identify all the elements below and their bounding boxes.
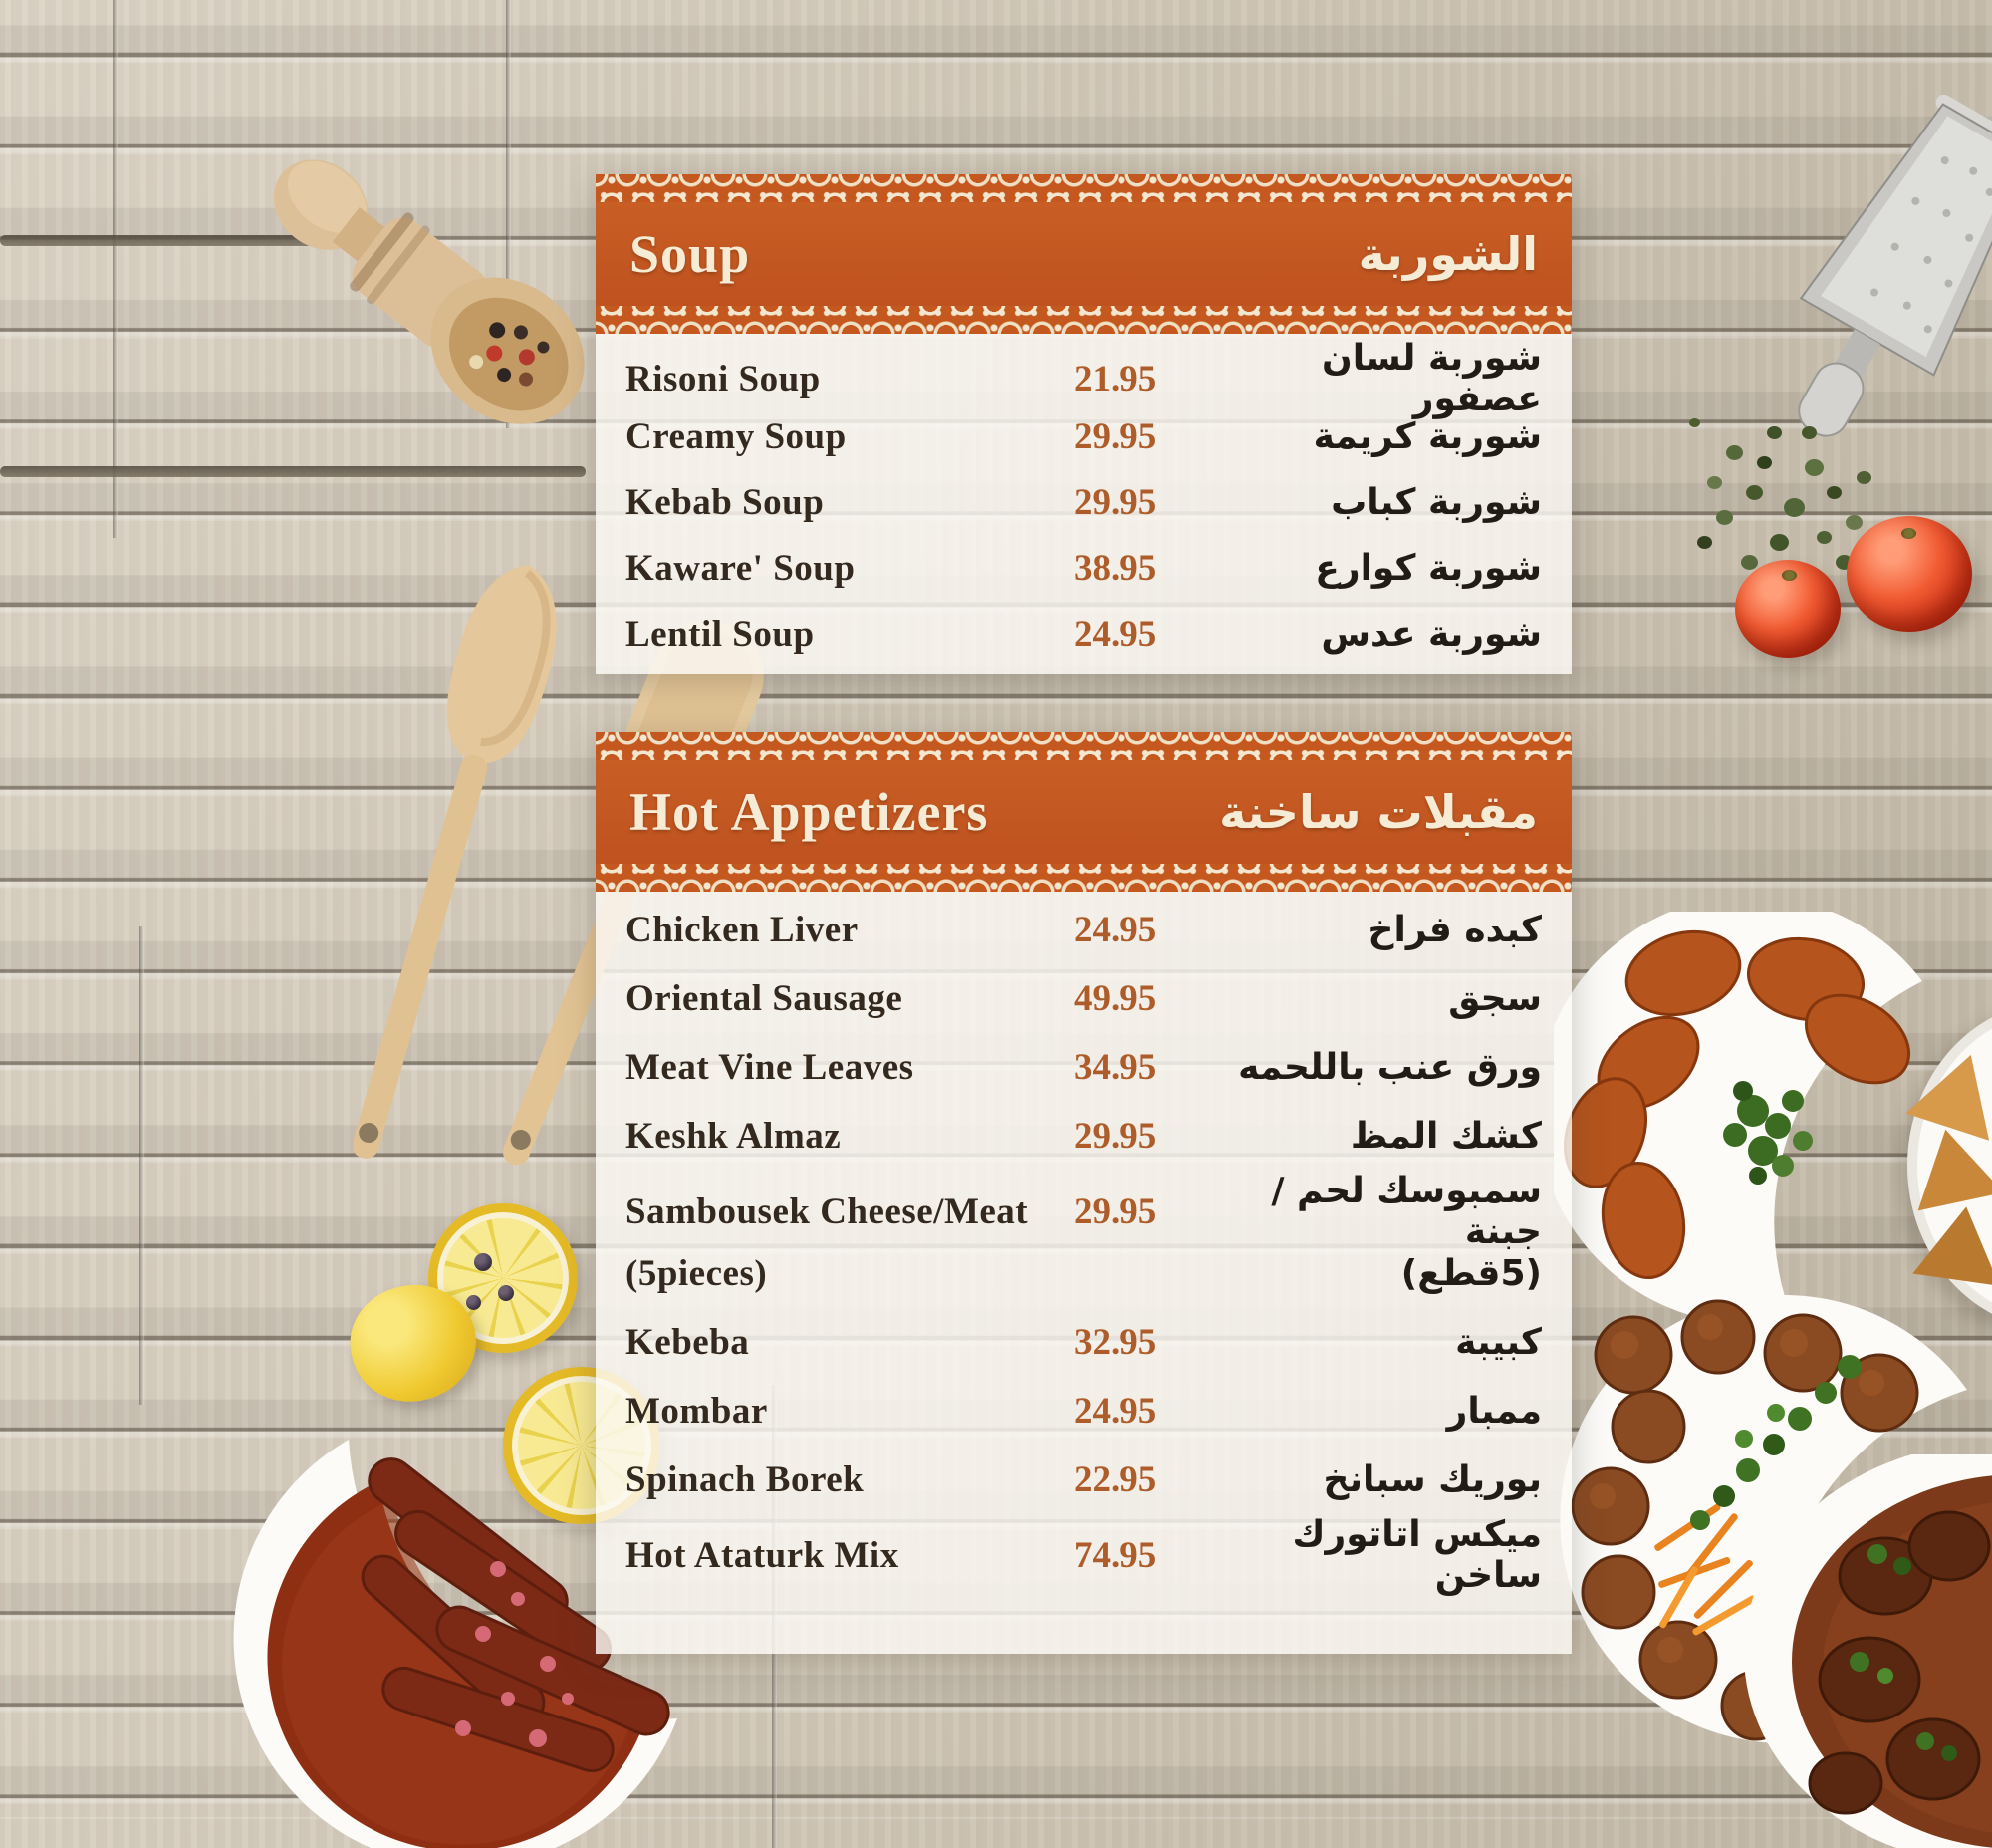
samosa (1912, 1200, 1992, 1286)
section-soup: Soup الشوربة Risoni Soup 21.95 شوربة لسا… (596, 174, 1572, 674)
item-name-ar: ميكس اتاتورك ساخن (1292, 1514, 1542, 1596)
wood-gap (0, 235, 369, 246)
item-name-en: Oriental Sausage (625, 978, 903, 1019)
samosa (1902, 1120, 1992, 1211)
item-name-ar: شوربة كوارع (1315, 547, 1542, 589)
meat-stew-crescent-bowl (1744, 1454, 1992, 1848)
tomato (1847, 516, 1972, 632)
section-title-en: Hot Appetizers (629, 782, 989, 842)
menu-item-row: Oriental Sausage 49.95 سجق (596, 964, 1572, 1033)
item-price: 29.95 (1074, 415, 1157, 457)
menu-item-row: Kebeba 32.95 كبيبة (596, 1308, 1572, 1377)
blueberry (474, 1253, 492, 1271)
item-name-en: Kaware' Soup (625, 547, 856, 589)
menu-item-row: Kaware' Soup 38.95 شوربة كوارع (596, 535, 1572, 601)
menu-item-row: Chicken Liver 24.95 كبده فراخ (596, 896, 1572, 964)
menu-item-row: Lentil Soup 24.95 شوربة عدس (596, 601, 1572, 666)
metal-grater (1798, 95, 1992, 437)
item-name-en: Risoni Soup (625, 358, 821, 399)
item-name-ar: ممبار (1446, 1391, 1542, 1432)
section-title-ar: الشوربة (1358, 227, 1538, 281)
item-price: 22.95 (1074, 1459, 1157, 1500)
lace-border-bottom (596, 306, 1572, 334)
item-name-en: Meat Vine Leaves (625, 1047, 914, 1088)
item-name-ar: شوربة لسان عصفور (1322, 338, 1542, 419)
item-price: 74.95 (1074, 1534, 1157, 1576)
item-name-en: Hot Ataturk Mix (625, 1534, 899, 1576)
item-price: 38.95 (1074, 547, 1157, 589)
menu-item-row: Spinach Borek 22.95 بوريك سبانخ (596, 1446, 1572, 1514)
item-name-ar: بوريك سبانخ (1323, 1459, 1542, 1500)
item-name-en: Spinach Borek (625, 1459, 865, 1500)
item-name-en: Kebab Soup (625, 481, 825, 523)
section-title-en: Soup (629, 224, 751, 284)
item-name-en: Sambousek Cheese/Meat (625, 1190, 1029, 1232)
item-name-ar: سجق (1448, 978, 1542, 1019)
menu-item-row: Mombar 24.95 ممبار (596, 1377, 1572, 1446)
menu-item-row-continuation: (5pieces) (5قطع) (596, 1239, 1572, 1308)
menu-item-row: Keshk Almaz 29.95 كشك المظ (596, 1102, 1572, 1171)
item-name-en: (5pieces) (625, 1253, 768, 1294)
menu-item-row: Creamy Soup 29.95 شوربة كريمة (596, 403, 1572, 469)
item-name-ar: كبيبة (1455, 1322, 1542, 1363)
menu-item-row: Meat Vine Leaves 34.95 ورق عنب باللحمه (596, 1033, 1572, 1102)
wood-seam (113, 0, 118, 538)
soup-header-band: Soup الشوربة (596, 202, 1572, 306)
item-price: 34.95 (1074, 1047, 1157, 1088)
item-name-ar: شوربة عدس (1321, 613, 1542, 655)
item-name-en: Mombar (625, 1391, 768, 1432)
wood-gap (0, 466, 586, 477)
menu-item-row: Hot Ataturk Mix 74.95 ميكس اتاتورك ساخن (596, 1514, 1572, 1596)
item-price: 21.95 (1074, 358, 1157, 399)
item-price: 24.95 (1074, 613, 1157, 655)
wood-seam (139, 926, 144, 1405)
item-price: 24.95 (1074, 1391, 1157, 1432)
item-name-en: Kebeba (625, 1322, 750, 1363)
menu-item-row: Risoni Soup 21.95 شوربة لسان عصفور (596, 338, 1572, 419)
menu-item-row: Sambousek Cheese/Meat 29.95 سمبوسك لحم /… (596, 1171, 1572, 1252)
item-price: 29.95 (1074, 481, 1157, 523)
hot-appetizers-items: Chicken Liver 24.95 كبده فراخ Oriental S… (596, 892, 1572, 1596)
lace-border-top (596, 732, 1572, 760)
hot-appetizers-header-band: Hot Appetizers مقبلات ساخنة (596, 760, 1572, 864)
soup-items: Risoni Soup 21.95 شوربة لسان عصفور Cream… (596, 334, 1572, 666)
item-name-ar: كشك المظ (1350, 1116, 1542, 1157)
item-name-ar: ورق عنب باللحمه (1238, 1047, 1542, 1088)
item-name-ar: سمبوسك لحم /جبنة (1271, 1171, 1542, 1252)
item-price: 29.95 (1074, 1190, 1157, 1232)
item-name-en: Creamy Soup (625, 415, 847, 457)
thyme-sprinkle (1683, 408, 1912, 598)
menu-item-row: Kebab Soup 29.95 شوربة كباب (596, 469, 1572, 535)
section-hot-appetizers: Hot Appetizers مقبلات ساخنة Chicken Live… (596, 732, 1572, 1654)
wooden-spice-scoop (273, 159, 585, 424)
blueberry (466, 1295, 481, 1310)
item-price: 24.95 (1074, 910, 1157, 950)
item-price: 49.95 (1074, 978, 1157, 1019)
kibbeh-crescent-plate (1554, 912, 1922, 1325)
item-name-ar: شوربة كريمة (1313, 415, 1542, 457)
wood-seam (506, 0, 511, 428)
item-price: 29.95 (1074, 1116, 1157, 1157)
meatball-crescent-plate (1560, 1295, 1967, 1744)
sausage-crescent-plate (233, 1440, 677, 1848)
item-name-ar: كبده فراخ (1368, 910, 1542, 950)
item-name-en: Lentil Soup (625, 613, 815, 655)
item-price: 32.95 (1074, 1322, 1157, 1363)
lace-border-bottom (596, 864, 1572, 892)
item-name-ar: شوربة كباب (1331, 481, 1542, 523)
tomato (1735, 560, 1841, 658)
item-name-en: Chicken Liver (625, 910, 859, 950)
section-title-ar: مقبلات ساخنة (1219, 785, 1538, 839)
lace-border-top (596, 174, 1572, 202)
blueberry (498, 1285, 514, 1301)
item-name-en: Keshk Almaz (625, 1116, 842, 1157)
item-name-ar: (5قطع) (1400, 1253, 1542, 1294)
